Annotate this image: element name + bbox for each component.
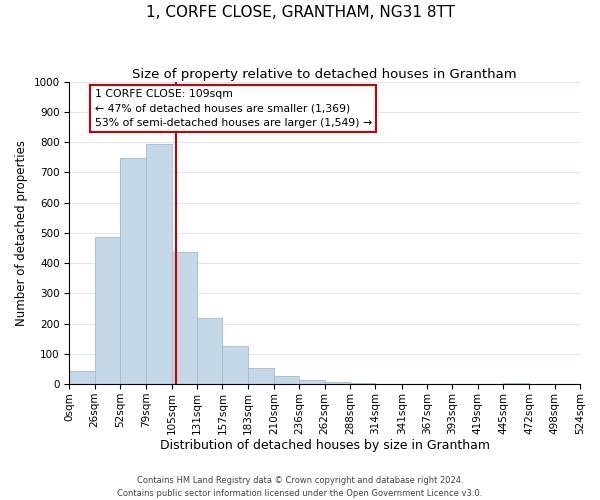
Bar: [70, 372, 95, 384]
Text: 1, CORFE CLOSE, GRANTHAM, NG31 8TT: 1, CORFE CLOSE, GRANTHAM, NG31 8TT: [146, 5, 455, 20]
Bar: [299, 380, 325, 384]
Bar: [248, 368, 274, 384]
Title: Size of property relative to detached houses in Grantham: Size of property relative to detached ho…: [133, 68, 517, 80]
Bar: [120, 158, 146, 384]
Bar: [325, 382, 350, 384]
Bar: [172, 252, 197, 384]
Bar: [223, 346, 248, 384]
Bar: [146, 144, 172, 384]
X-axis label: Distribution of detached houses by size in Grantham: Distribution of detached houses by size …: [160, 440, 490, 452]
Y-axis label: Number of detached properties: Number of detached properties: [15, 140, 28, 326]
Text: 1 CORFE CLOSE: 109sqm
← 47% of detached houses are smaller (1,369)
53% of semi-d: 1 CORFE CLOSE: 109sqm ← 47% of detached …: [95, 89, 372, 128]
Bar: [197, 318, 223, 384]
Text: Contains HM Land Registry data © Crown copyright and database right 2024.
Contai: Contains HM Land Registry data © Crown c…: [118, 476, 482, 498]
Bar: [95, 238, 120, 384]
Bar: [503, 382, 529, 384]
Bar: [274, 376, 299, 384]
